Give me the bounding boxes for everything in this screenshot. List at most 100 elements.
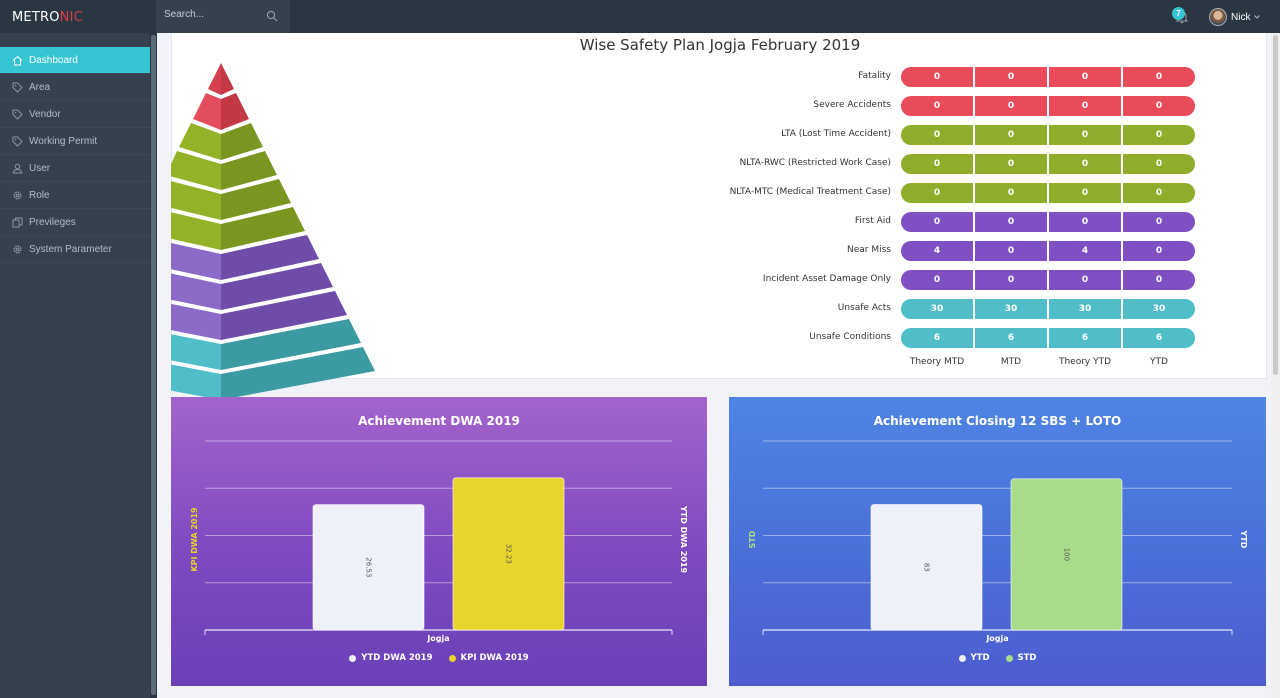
safety-value-cell: 0 [975, 212, 1047, 232]
safety-pyramid-graphic [171, 63, 375, 400]
notification-badge[interactable]: 7 [1172, 7, 1185, 20]
chart-legend: YTD DWA 2019 KPI DWA 2019 [171, 653, 707, 663]
sidebar-item-label: System Parameter [29, 243, 112, 255]
bar-ytd[interactable] [870, 504, 983, 631]
safety-value-cell: 0 [901, 125, 973, 145]
safety-value-cell: 0 [901, 183, 973, 203]
safety-row-label: Near Miss [847, 245, 891, 255]
sidebar-item-previleges[interactable]: Previleges [0, 209, 150, 236]
sidebar-item-system-parameter[interactable]: System Parameter [0, 236, 150, 263]
dwa-chart-card: Achievement DWA 2019 26.53 32.23 Jogja KPI … [171, 397, 707, 686]
safety-row-label: First Aid [854, 216, 891, 226]
tag-icon [12, 136, 23, 147]
bar-kpi-dwa-2019[interactable] [452, 477, 565, 631]
tag-icon [12, 82, 23, 93]
bar-ytd-dwa-2019[interactable] [312, 504, 425, 631]
avatar[interactable] [1209, 8, 1227, 26]
legend-item[interactable]: YTD [958, 653, 990, 663]
safety-value-cell: 6 [1123, 328, 1195, 348]
user-icon [12, 163, 23, 173]
safety-value-cell: 6 [975, 328, 1047, 348]
sidebar-item-vendor[interactable]: Vendor [0, 101, 150, 128]
safety-value-cell: 0 [1049, 212, 1121, 232]
legend-item[interactable]: STD [1005, 653, 1037, 663]
legend-item[interactable]: YTD DWA 2019 [349, 653, 433, 663]
chart-title: Achievement DWA 2019 [358, 414, 520, 428]
app-logo[interactable]: METRONIC [12, 10, 83, 25]
search-box [156, 0, 290, 33]
bar-data-label: 32.23 [505, 544, 513, 564]
safety-column-header: Theory YTD [1058, 357, 1112, 367]
safety-value-cell: 0 [901, 96, 973, 116]
safety-value-cell: 0 [1123, 154, 1195, 174]
sidebar-item-user[interactable]: User [0, 155, 150, 182]
chevron-down-icon[interactable] [1253, 13, 1261, 21]
safety-row-label: Unsafe Acts [837, 303, 891, 313]
bar-data-label: 26.53 [365, 557, 373, 577]
legend-label: KPI DWA 2019 [460, 653, 529, 663]
safety-row-label: Severe Accidents [813, 100, 891, 110]
search-icon[interactable] [266, 10, 278, 22]
safety-row-label: NLTA-RWC (Restricted Work Case) [739, 158, 891, 168]
sidebar-item-label: Area [29, 81, 51, 93]
sidebar-item-label: User [29, 162, 51, 174]
chart-legend: YTD STD [729, 653, 1266, 663]
sidebar-item-area[interactable]: Area [0, 74, 150, 101]
safety-value-cell: 0 [975, 154, 1047, 174]
sidebar-item-role[interactable]: Role [0, 182, 150, 209]
safety-value-cell: 30 [1049, 299, 1121, 319]
safety-value-cell: 0 [975, 96, 1047, 116]
safety-value-cell: 30 [975, 299, 1047, 319]
y-axis-right-label: YTD [1239, 530, 1248, 549]
legend-label: STD [1017, 653, 1037, 663]
y-axis-left-label: KPI DWA 2019 [190, 507, 199, 572]
sidebar-scrollbar-thumb[interactable] [151, 35, 156, 695]
safety-value-cell: 0 [1123, 241, 1195, 261]
safety-value-cell: 30 [901, 299, 973, 319]
y-axis-left-label: STD [748, 530, 757, 548]
page-title: Wise Safety Plan Jogja February 2019 [579, 36, 861, 54]
safety-column-header: MTD [1000, 357, 1022, 367]
bar-data-label: 83 [923, 563, 931, 572]
legend-swatch [958, 654, 966, 662]
dwa-bar-chart: 26.53 32.23 Jogja KPI DWA 2019 YTD DWA 2019 [190, 440, 688, 643]
main-scrollbar[interactable] [1271, 33, 1280, 698]
category-label: Jogja [426, 634, 449, 643]
safety-value-cell: 0 [901, 270, 973, 290]
safety-value-cell: 4 [901, 241, 973, 261]
user-name[interactable]: Nick [1231, 12, 1251, 23]
safety-value-cell: 30 [1123, 299, 1195, 319]
sidebar: Dashboard Area Vendor Working Permit Use… [0, 33, 157, 698]
safety-value-cell: 6 [901, 328, 973, 348]
sidebar-scrollbar[interactable] [150, 33, 157, 698]
safety-value-cell: 0 [1123, 183, 1195, 203]
safety-row-label: NLTA-MTC (Medical Treatment Case) [729, 187, 891, 197]
safety-value-cell: 0 [975, 125, 1047, 145]
top-bar: METRONIC 7 Nick [0, 0, 1280, 33]
sidebar-item-dashboard[interactable]: Dashboard [0, 47, 157, 74]
safety-value-cell: 0 [1049, 96, 1121, 116]
sidebar-item-label: Vendor [29, 108, 61, 120]
sidebar-item-label: Dashboard [29, 54, 78, 66]
safety-value-cell: 0 [975, 183, 1047, 203]
bar-std[interactable] [1010, 478, 1123, 631]
sidebar-item-working-permit[interactable]: Working Permit [0, 128, 150, 155]
main-scrollbar-thumb[interactable] [1273, 35, 1278, 375]
safety-value-cell: 0 [1049, 67, 1121, 87]
legend-label: YTD [970, 653, 990, 663]
safety-value-cell: 0 [975, 67, 1047, 87]
tag-icon [12, 109, 23, 120]
safety-column-header: YTD [1150, 357, 1168, 367]
category-label: Jogja [985, 634, 1008, 643]
legend-swatch [1005, 654, 1013, 662]
search-input[interactable] [164, 9, 264, 20]
safety-value-cell: 0 [901, 154, 973, 174]
legend-item[interactable]: KPI DWA 2019 [448, 653, 529, 663]
safety-value-cell: 0 [1049, 270, 1121, 290]
safety-value-cell: 0 [1049, 183, 1121, 203]
safety-row-label: Unsafe Conditions [809, 332, 891, 342]
safety-value-cell: 0 [1123, 67, 1195, 87]
safety-value-cell: 4 [1049, 241, 1121, 261]
legend-label: YTD DWA 2019 [361, 653, 433, 663]
safety-value-cell: 0 [975, 270, 1047, 290]
